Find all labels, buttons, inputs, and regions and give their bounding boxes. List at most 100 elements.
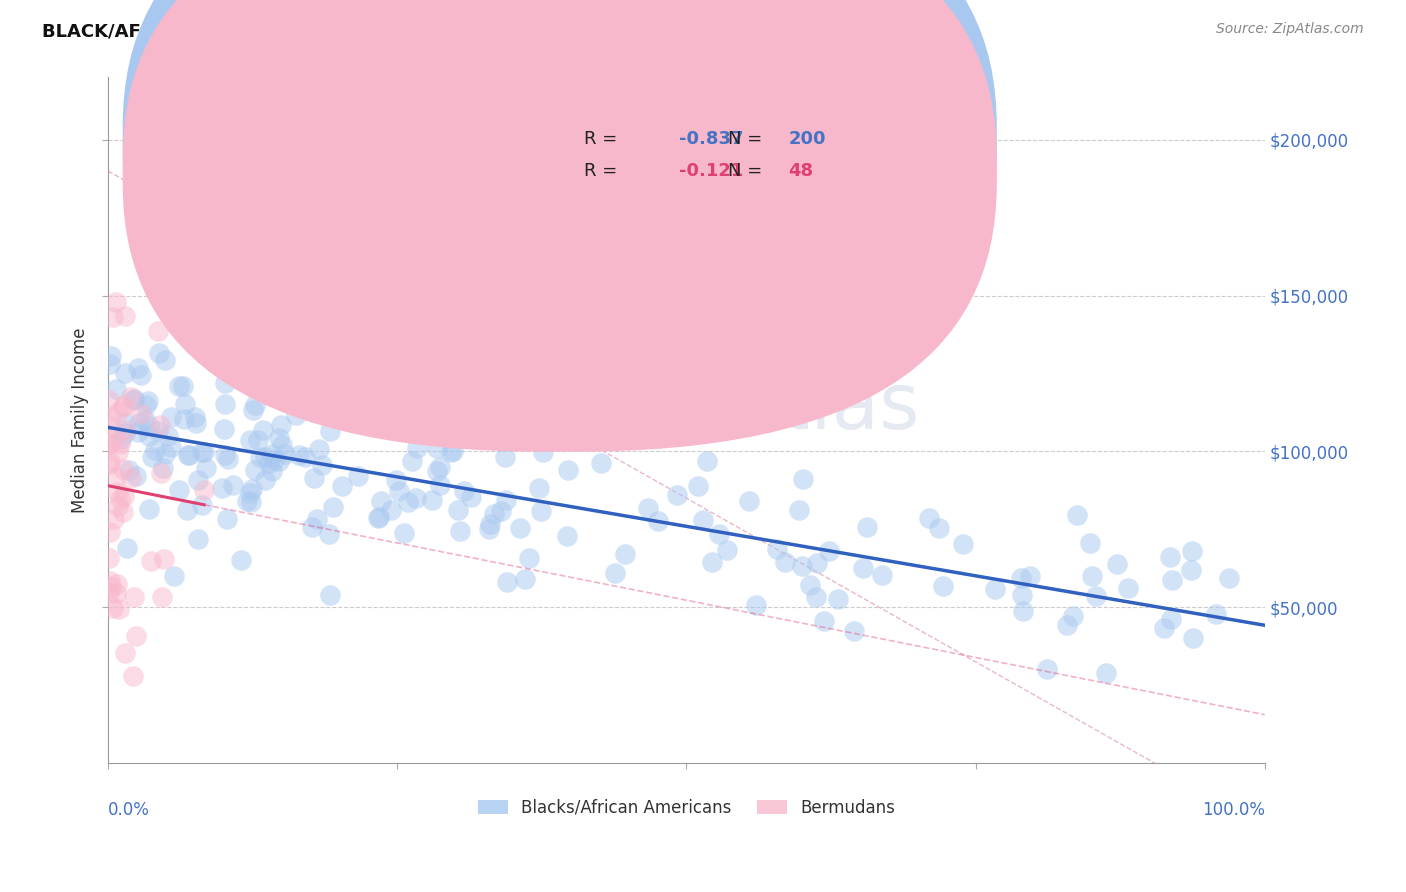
Point (150, 590, 173, 604)
Point (1010, 571, 1032, 585)
Point (330, 479, 353, 493)
Point (453, 484, 475, 499)
Point (112, 489, 135, 503)
Point (120, 471, 142, 485)
Point (495, 492, 517, 507)
Point (104, 382, 127, 396)
Point (531, 445, 554, 459)
Point (214, 397, 236, 411)
Point (214, 376, 236, 390)
Point (429, 478, 451, 492)
Text: R =: R = (583, 130, 623, 148)
Point (806, 556, 828, 570)
Point (952, 537, 974, 551)
Point (205, 327, 228, 342)
Text: BLACK/AFRICAN AMERICAN VS BERMUDAN MEDIAN FAMILY INCOME CORRELATION CHART: BLACK/AFRICAN AMERICAN VS BERMUDAN MEDIA… (42, 22, 942, 40)
Point (211, 481, 233, 495)
Text: Source: ZipAtlas.com: Source: ZipAtlas.com (1216, 22, 1364, 37)
Point (183, 410, 205, 425)
Point (254, 473, 277, 487)
Text: R =: R = (583, 161, 628, 179)
Point (157, 429, 180, 443)
Point (105, 485, 128, 500)
Point (98, 392, 121, 407)
Point (318, 526, 340, 541)
Text: N =: N = (727, 130, 768, 148)
Point (1011, 605, 1033, 619)
Point (284, 408, 307, 422)
Point (347, 468, 370, 483)
Point (1153, 621, 1175, 635)
Point (98, 435, 121, 450)
Text: 200: 200 (789, 130, 827, 148)
Point (129, 368, 152, 383)
Point (217, 451, 239, 466)
Text: atlas: atlas (733, 368, 920, 444)
Point (98, 357, 121, 371)
Point (983, 582, 1005, 596)
Point (1081, 569, 1104, 583)
Point (1160, 612, 1182, 626)
Point (827, 592, 849, 607)
Point (852, 561, 875, 575)
Point (647, 514, 669, 528)
Point (114, 367, 136, 381)
Point (186, 417, 208, 431)
Point (177, 448, 200, 462)
Point (245, 398, 267, 412)
Point (1085, 589, 1108, 603)
Point (176, 503, 198, 517)
Point (637, 500, 659, 515)
Point (305, 372, 328, 386)
Point (114, 417, 136, 431)
Point (257, 456, 280, 470)
Point (187, 533, 209, 547)
Point (426, 464, 449, 478)
Point (603, 566, 626, 581)
Point (114, 646, 136, 660)
Point (745, 598, 768, 612)
Point (174, 396, 197, 410)
Point (308, 442, 330, 457)
Point (441, 412, 464, 426)
Point (127, 425, 149, 440)
Point (380, 503, 402, 517)
Point (305, 512, 328, 526)
Point (1105, 557, 1128, 571)
Point (392, 525, 415, 540)
Point (384, 474, 406, 488)
Point (105, 577, 128, 591)
Point (799, 577, 821, 591)
Point (249, 450, 271, 464)
Point (98, 586, 121, 600)
Point (155, 446, 177, 460)
Point (460, 490, 482, 504)
Point (150, 466, 173, 480)
Point (118, 463, 141, 477)
Point (738, 493, 761, 508)
Point (152, 461, 174, 475)
Point (529, 481, 551, 495)
Point (122, 590, 145, 604)
Point (254, 385, 277, 400)
Point (269, 454, 291, 468)
Point (478, 522, 501, 536)
Point (496, 574, 519, 589)
Point (591, 456, 613, 470)
Point (148, 325, 170, 339)
Point (1218, 571, 1240, 585)
Point (193, 483, 215, 497)
Point (494, 450, 516, 464)
Point (613, 547, 636, 561)
Point (138, 429, 160, 443)
Point (509, 521, 531, 535)
Y-axis label: Median Family Income: Median Family Income (72, 327, 89, 513)
Point (101, 310, 124, 324)
Point (98, 574, 121, 589)
Point (287, 448, 309, 462)
Point (115, 541, 138, 555)
Point (98, 455, 121, 469)
Point (149, 417, 172, 432)
Point (856, 520, 879, 534)
Point (332, 411, 354, 425)
